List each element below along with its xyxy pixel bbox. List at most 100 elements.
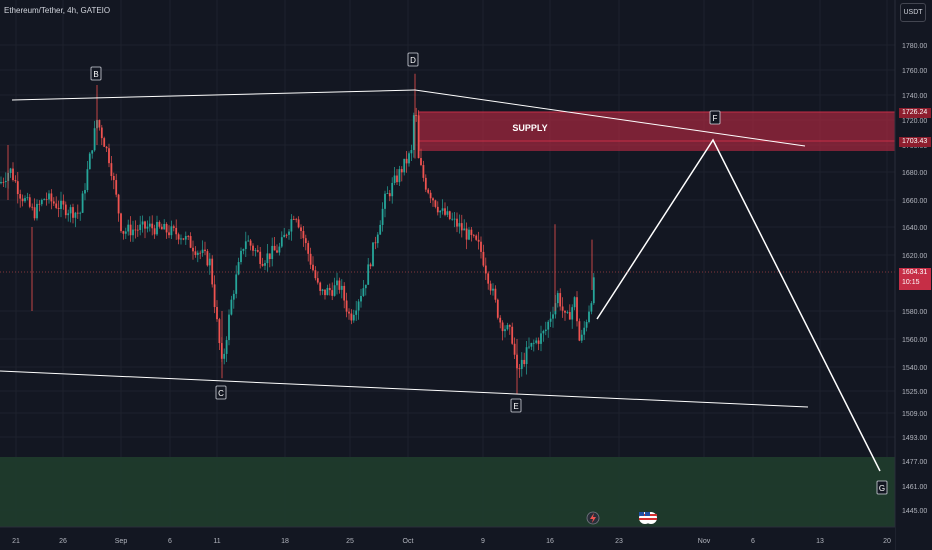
candle-body <box>194 251 197 255</box>
candle-body <box>331 290 334 296</box>
candle-body <box>55 203 58 208</box>
candle-body <box>544 329 547 332</box>
symbol-title[interactable]: Ethereum/Tether, 4h, GATEIO <box>4 6 111 15</box>
candle-body <box>67 213 70 216</box>
candle-body <box>208 258 211 266</box>
candle-body <box>254 250 257 251</box>
projection-path[interactable] <box>596 138 881 472</box>
candle-body <box>496 299 499 318</box>
candle-body <box>487 273 490 284</box>
candle-body <box>484 265 487 274</box>
candle-body <box>448 211 451 219</box>
candle-body <box>561 306 564 311</box>
candle-body <box>321 289 324 291</box>
candle-body <box>530 342 533 347</box>
us-flag-icon[interactable] <box>645 512 657 524</box>
price-tick-label: 1720.00 <box>902 118 927 125</box>
candle-body <box>168 232 170 236</box>
time-tick-label: Nov <box>698 538 711 545</box>
candle-body <box>571 307 574 320</box>
current-price-value: 1604.31 <box>902 269 928 276</box>
candle-body <box>266 253 269 264</box>
candle-body <box>98 120 101 128</box>
candle-body <box>170 226 173 236</box>
point-label-d[interactable]: D <box>407 52 419 67</box>
candle-body <box>240 250 242 263</box>
demand-zone[interactable] <box>0 457 895 527</box>
candle-body <box>348 311 350 314</box>
candle-body <box>573 297 576 308</box>
time-tick-label: 9 <box>481 538 485 545</box>
time-tick-label: 18 <box>281 538 289 545</box>
resistance-line[interactable] <box>414 89 806 147</box>
candle-body <box>434 200 437 207</box>
candle-body <box>69 207 72 214</box>
candle-body <box>76 212 79 214</box>
price-tick-label: 1680.00 <box>902 170 927 177</box>
candle-body <box>362 288 365 296</box>
candle-body <box>429 192 432 199</box>
channel-upper-line[interactable] <box>11 89 416 101</box>
time-tick-label: 21 <box>12 538 20 545</box>
candle-body <box>568 312 571 320</box>
time-axis-labels: 21 26 Sep 6 11 18 25 Oct 9 16 23 Nov 6 13 20 <box>12 538 891 545</box>
candle-body <box>328 287 331 291</box>
candle-body <box>415 115 418 117</box>
point-label-c[interactable]: C <box>215 385 227 400</box>
candle-body <box>21 198 24 202</box>
svg-text:B: B <box>93 70 98 79</box>
candle-body <box>184 236 187 240</box>
candle-body <box>453 218 456 220</box>
point-label-b[interactable]: B <box>90 66 102 81</box>
price-tick-label: 1540.00 <box>902 365 927 372</box>
candle-body <box>463 228 466 231</box>
candle-body <box>213 284 216 308</box>
candle-body <box>309 253 312 265</box>
candle-body <box>494 288 497 300</box>
candle-body <box>120 213 122 232</box>
time-tick-label: 13 <box>816 538 824 545</box>
lightning-icon[interactable] <box>586 511 600 525</box>
candle-body <box>580 334 583 341</box>
candle-body <box>381 208 384 225</box>
candle-body <box>4 180 7 183</box>
candle-body <box>312 264 314 271</box>
candle-body <box>403 158 406 173</box>
candle-body <box>206 251 209 266</box>
candle-body <box>338 280 341 290</box>
candle-body <box>396 175 398 183</box>
candle-body <box>0 181 2 184</box>
candle-body <box>211 258 214 285</box>
candle-body <box>343 285 346 301</box>
time-tick-label: 26 <box>59 538 67 545</box>
candle-body <box>235 274 238 294</box>
candle-body <box>45 199 48 200</box>
point-label-f[interactable]: F <box>709 110 721 125</box>
candle-body <box>9 168 12 173</box>
candle-body <box>506 325 509 330</box>
time-axis[interactable] <box>0 527 895 550</box>
svg-text:F: F <box>713 114 718 123</box>
currency-unit-button[interactable]: USDT <box>900 3 926 22</box>
channel-lower-line[interactable] <box>0 370 809 408</box>
point-label-e[interactable]: E <box>510 398 522 413</box>
price-tick-label: 1477.00 <box>902 459 927 466</box>
candle-body <box>340 285 343 290</box>
candle-body <box>540 333 542 344</box>
candle-body <box>40 199 43 205</box>
candle-body <box>316 278 319 283</box>
candle-body <box>158 221 161 227</box>
candle-body <box>62 200 65 205</box>
candle-body <box>36 203 38 219</box>
point-label-g[interactable]: G <box>876 480 888 495</box>
candle-body <box>489 283 492 291</box>
current-price-tag: 1604.31 10:15 <box>899 268 931 290</box>
candle-body <box>148 223 151 227</box>
supply-zone[interactable] <box>418 112 895 151</box>
candle-body <box>417 115 420 159</box>
candle-body <box>405 158 408 164</box>
candle-body <box>285 234 288 236</box>
time-tick-label: 23 <box>615 538 623 545</box>
time-tick-label: 16 <box>546 538 554 545</box>
